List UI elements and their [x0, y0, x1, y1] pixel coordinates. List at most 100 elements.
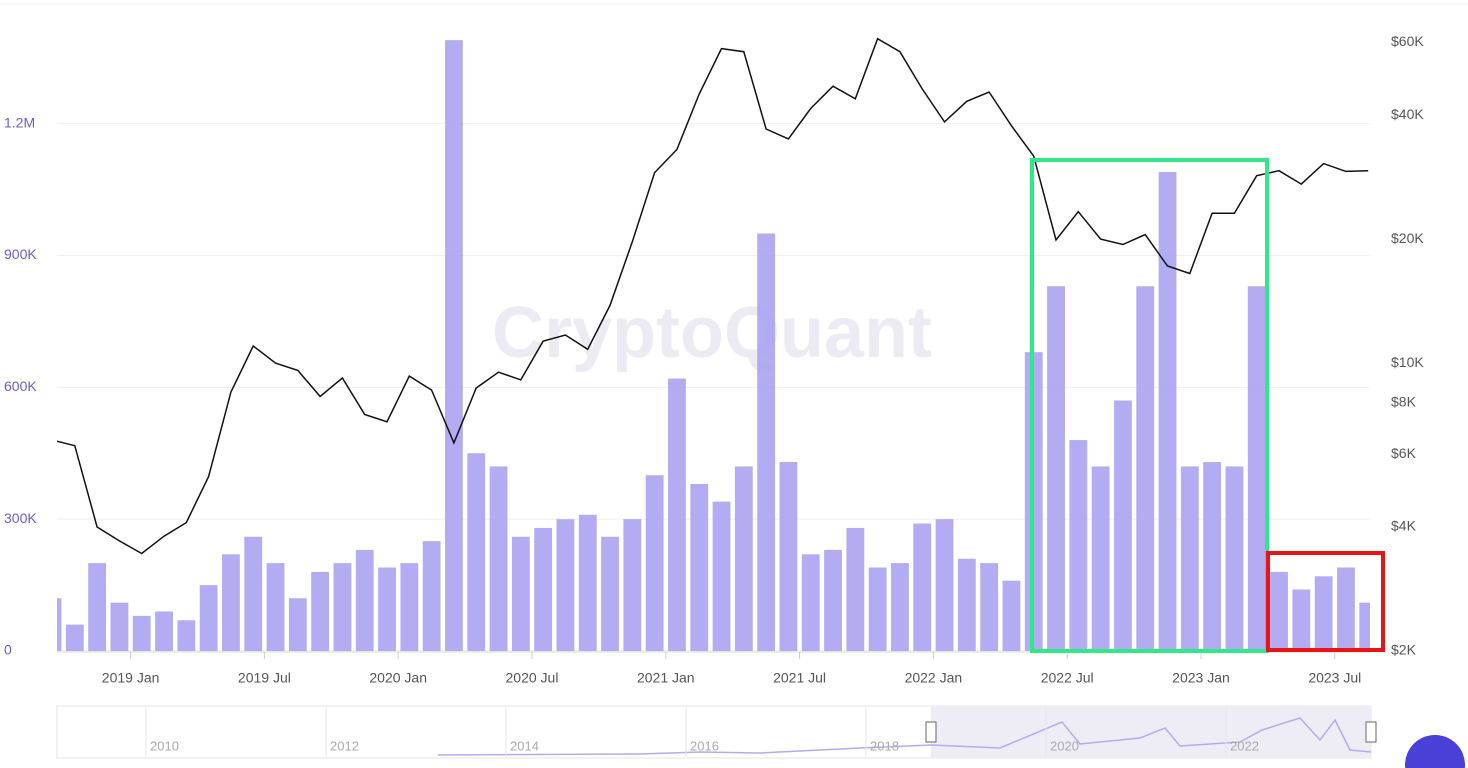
- volume-bar: [1270, 571, 1288, 651]
- x-tick-label: 2021 Jan: [637, 670, 695, 686]
- volume-bar: [846, 527, 865, 651]
- volume-bar: [868, 567, 887, 651]
- volume-bar: [199, 585, 218, 651]
- y2-tick-label: $10K: [1391, 354, 1424, 370]
- volume-bar: [1158, 171, 1177, 651]
- volume-bar: [378, 567, 396, 651]
- y2-tick-label: $4K: [1391, 518, 1417, 534]
- volume-bar: [1091, 466, 1110, 651]
- volume-bar: [1292, 589, 1311, 651]
- navigator: [56, 705, 1377, 759]
- navigator-handle[interactable]: [925, 721, 937, 743]
- x-tick-label: 2019 Jul: [238, 670, 291, 686]
- volume-bar: [355, 549, 374, 651]
- volume-bar: [511, 536, 530, 651]
- navigator-label: 2012: [330, 738, 359, 753]
- volume-bar: [422, 541, 441, 651]
- x-tick-label: 2023 Jan: [1172, 670, 1230, 686]
- volume-bar: [1247, 286, 1266, 651]
- volume-bar: [1359, 602, 1370, 651]
- volume-bar: [1047, 286, 1065, 651]
- x-tick-label: 2022 Jan: [905, 670, 963, 686]
- price-line: [57, 37, 1369, 555]
- volume-bar: [1002, 580, 1021, 651]
- y-tick-label: 300K: [4, 510, 37, 526]
- volume-bar: [489, 466, 508, 651]
- volume-bar: [913, 523, 932, 651]
- volume-bar: [980, 563, 999, 651]
- navigator-selection: [931, 706, 1371, 758]
- y2-tick-label: $8K: [1391, 394, 1417, 410]
- watermark: CryptoQuant: [492, 293, 932, 373]
- volume-bar: [1314, 576, 1333, 651]
- volume-bar: [88, 563, 107, 651]
- volume-bar: [155, 611, 173, 651]
- volume-bar: [467, 453, 486, 651]
- volume-bar: [801, 554, 820, 651]
- volume-bar: [1069, 440, 1088, 651]
- navigator-label: 2010: [150, 738, 179, 753]
- volume-bar: [222, 554, 240, 651]
- volume-bar: [712, 501, 731, 651]
- navigator-label: 2016: [690, 738, 719, 753]
- volume-bar: [266, 563, 285, 651]
- volume-bar: [935, 519, 954, 651]
- y2-tick-label: $2K: [1391, 642, 1417, 658]
- volume-bar: [288, 598, 307, 651]
- x-tick-label: 2020 Jan: [369, 670, 427, 686]
- x-tick-label: 2023 Jul: [1308, 670, 1361, 686]
- volume-bar: [244, 536, 263, 651]
- chat-button[interactable]: [1405, 735, 1465, 768]
- volume-bar: [645, 475, 664, 651]
- x-tick-label: 2022 Jul: [1041, 670, 1094, 686]
- volume-bar: [534, 527, 553, 651]
- volume-bar: [400, 563, 419, 651]
- volume-bar: [110, 602, 129, 651]
- volume-bar: [668, 378, 686, 651]
- volume-bar: [1225, 466, 1244, 651]
- x-tick-label: 2019 Jan: [102, 670, 160, 686]
- volume-bar: [1203, 462, 1222, 651]
- volume-bar: [757, 233, 776, 651]
- volume-bar: [177, 620, 196, 651]
- navigator-label: 2020: [1050, 738, 1079, 753]
- volume-bar: [734, 466, 753, 651]
- volume-bar: [57, 598, 62, 651]
- x-tick-label: 2020 Jul: [506, 670, 559, 686]
- highlight-box-green: [1030, 158, 1269, 653]
- volume-bar: [779, 462, 798, 651]
- volume-bar: [333, 563, 352, 651]
- navigator-handle[interactable]: [1365, 721, 1377, 743]
- volume-bar: [132, 615, 151, 651]
- volume-bar: [578, 514, 597, 651]
- x-tick-label: 2021 Jul: [773, 670, 826, 686]
- volume-bar: [445, 40, 463, 651]
- volume-bar: [1114, 400, 1132, 651]
- volume-bar: [556, 519, 575, 651]
- volume-bar: [690, 484, 709, 651]
- volume-bar: [1180, 466, 1199, 651]
- y2-tick-label: $20K: [1391, 230, 1424, 246]
- y-tick-label: 1.2M: [4, 114, 35, 130]
- volume-bar: [601, 536, 619, 651]
- volume-bar: [824, 549, 842, 651]
- navigator-label: 2014: [510, 738, 539, 753]
- navigator-label: 2022: [1230, 738, 1259, 753]
- y-tick-label: 0: [4, 642, 12, 658]
- volume-bar: [311, 571, 330, 651]
- volume-bar: [623, 519, 642, 651]
- y2-tick-label: $40K: [1391, 106, 1424, 122]
- volume-bar: [1136, 286, 1155, 651]
- y2-tick-label: $6K: [1391, 445, 1417, 461]
- highlight-box-red: [1266, 551, 1385, 652]
- volume-bar: [891, 563, 909, 651]
- navigator-label: 2018: [870, 738, 899, 753]
- y2-tick-label: $60K: [1391, 33, 1424, 49]
- y-tick-label: 600K: [4, 378, 37, 394]
- volume-bar: [957, 558, 976, 651]
- y-tick-label: 900K: [4, 246, 37, 262]
- navigator-series: [437, 717, 1372, 756]
- volume-bar: [65, 624, 84, 651]
